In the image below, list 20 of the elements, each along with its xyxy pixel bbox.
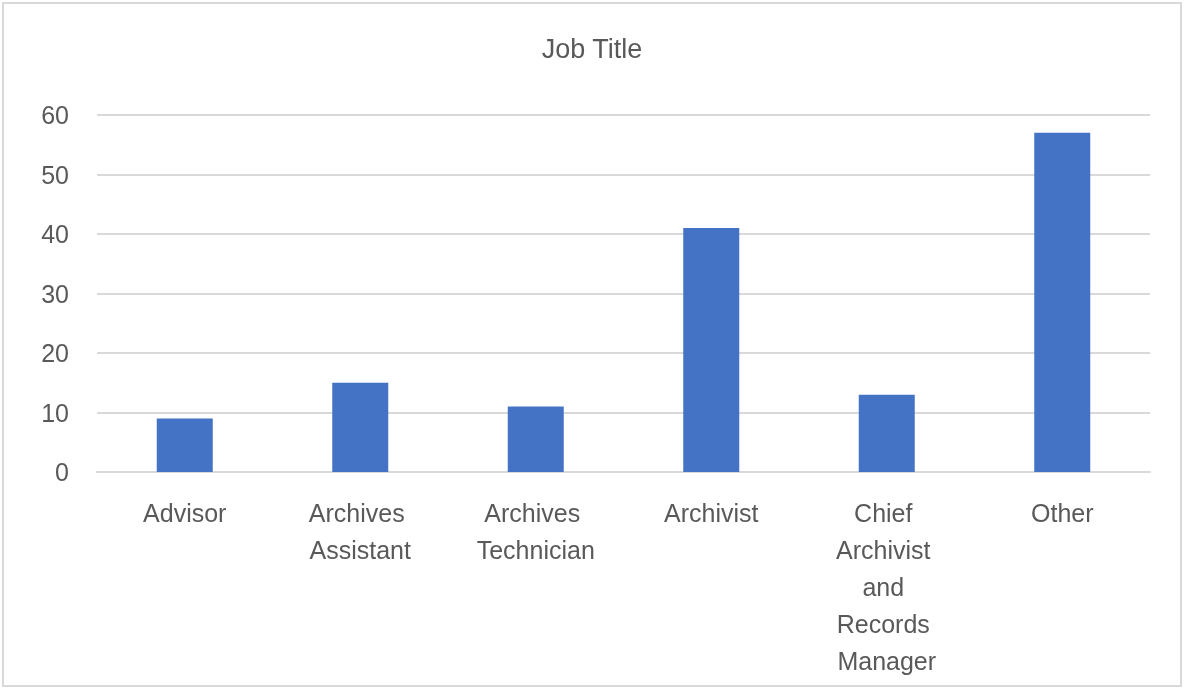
bar xyxy=(683,228,740,472)
x-tick-label: Chief Archivist and Records Manager xyxy=(836,498,938,675)
y-tick-label: 40 xyxy=(41,220,69,248)
bar xyxy=(156,418,213,472)
bar xyxy=(507,406,564,472)
x-tick-label: Advisor xyxy=(143,498,227,527)
x-tick-label: Archives Assistant xyxy=(308,498,412,564)
y-tick-label: 0 xyxy=(55,458,69,486)
y-tick-label: 20 xyxy=(41,339,69,367)
x-tick-label: Other xyxy=(1030,498,1094,527)
y-tick-label: 10 xyxy=(41,398,69,427)
x-tick-label: Archives Technician xyxy=(476,498,595,564)
x-tick-label: Archivist xyxy=(664,498,759,527)
y-tick-label: 50 xyxy=(41,160,69,189)
y-tick-label: 30 xyxy=(41,279,69,308)
y-tick-label: 60 xyxy=(41,101,69,129)
chart-title: Job Title xyxy=(541,33,643,64)
bar xyxy=(332,382,389,472)
bar xyxy=(1034,132,1091,472)
bar xyxy=(858,394,915,472)
